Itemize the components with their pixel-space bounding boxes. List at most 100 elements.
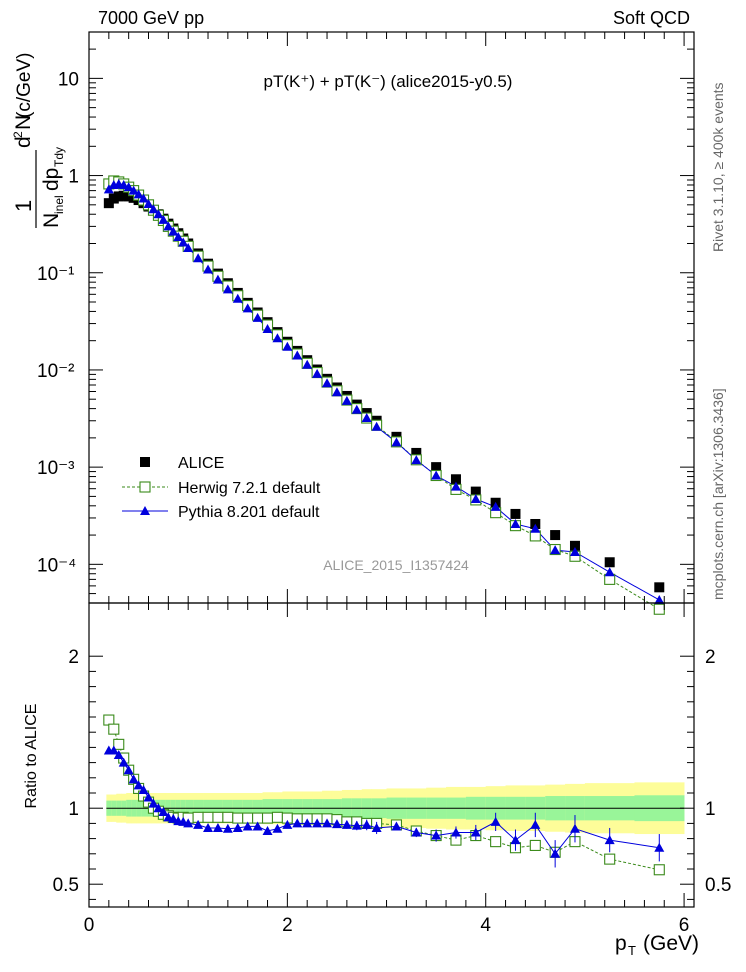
point-alice xyxy=(431,462,442,473)
x-tick-label: 6 xyxy=(679,915,690,936)
ratio-point-pythia xyxy=(431,830,442,840)
ratio-point-pythia xyxy=(108,745,119,755)
legend-label: Herwig 7.2.1 default xyxy=(178,480,321,497)
ratio-point-pythia xyxy=(391,821,402,831)
point-pythia xyxy=(193,253,204,263)
ratio-y-tick-label-right: 1 xyxy=(705,799,716,820)
point-pythia xyxy=(292,350,303,360)
ratio-point-pythia xyxy=(282,819,293,829)
point-pythia xyxy=(168,226,179,236)
svg-text:d: d xyxy=(12,136,35,148)
point-pythia xyxy=(654,594,665,604)
ratio-point-pythia xyxy=(118,757,129,767)
rivet-side-label: Rivet 3.1.10, ≥ 400k events xyxy=(710,82,726,252)
ratio-point-pythia xyxy=(203,822,214,832)
point-pythia xyxy=(431,470,442,480)
point-pythia xyxy=(163,221,174,231)
point-pythia xyxy=(450,481,461,491)
chart-title: pT(K⁺) + pT(K⁻) (alice2015-y0.5) xyxy=(264,72,513,91)
legend-marker-alice xyxy=(140,457,150,467)
ratio-point-pythia xyxy=(113,750,124,759)
point-pythia xyxy=(178,237,189,247)
point-pythia xyxy=(128,185,139,195)
point-pythia xyxy=(331,387,342,397)
svg-text:N: N xyxy=(40,213,63,228)
ratio-point-pythia xyxy=(322,818,333,828)
point-alice xyxy=(411,447,422,458)
y-tick-label: 10⁻¹ xyxy=(37,264,75,285)
y-tick-label: 10⁻² xyxy=(37,361,75,382)
legend: ALICE Herwig 7.2.1 default Pythia 8.201 de… xyxy=(122,455,321,521)
point-alice xyxy=(450,474,461,485)
point-alice xyxy=(510,508,521,519)
ratio-y-axis: 0.5 0.5 1 1 2 2 xyxy=(53,647,731,900)
ratio-point-pythia xyxy=(361,819,372,829)
legend-marker-pythia xyxy=(140,506,150,515)
ratio-point-pythia xyxy=(470,827,481,837)
svg-text:inel: inel xyxy=(52,195,66,214)
svg-text:(c/GeV): (c/GeV) xyxy=(14,53,35,118)
ratio-point-pythia xyxy=(262,826,273,835)
ratio-point-herwig xyxy=(222,811,234,823)
ratio-point-pythia xyxy=(292,818,303,828)
ratio-y-tick-label-right: 2 xyxy=(705,647,716,668)
chart-title-text: pT(K⁺) + pT(K⁻) (alice2015-y0.5) xyxy=(264,72,513,91)
x-tick-label: 2 xyxy=(282,915,293,936)
ratio-y-tick-label: 0.5 xyxy=(53,875,79,896)
svg-text:(GeV): (GeV) xyxy=(643,932,699,955)
point-pythia xyxy=(138,193,149,203)
point-pythia xyxy=(371,421,382,431)
ratio-point-pythia xyxy=(550,848,561,858)
y-tick-label: 1 xyxy=(68,167,79,188)
point-pythia xyxy=(143,198,154,208)
ratio-point-herwig xyxy=(271,811,283,823)
ratio-point-pythia xyxy=(569,823,580,833)
point-pythia xyxy=(550,545,561,555)
x-tick-label: 4 xyxy=(480,915,491,936)
ratio-point-pythia xyxy=(411,827,422,837)
svg-text:2: 2 xyxy=(11,131,25,138)
point-pythia xyxy=(312,368,323,378)
point-alice xyxy=(550,530,561,541)
x-axis-label: p T (GeV) xyxy=(615,932,699,958)
point-pythia xyxy=(212,274,223,284)
ratio-point-herwig xyxy=(108,723,120,735)
point-pythia xyxy=(153,209,164,219)
point-pythia xyxy=(203,264,214,274)
svg-text:N: N xyxy=(12,115,35,130)
legend-marker-herwig xyxy=(139,481,151,493)
x-tick-label: 0 xyxy=(84,915,95,936)
ratio-point-pythia xyxy=(183,818,194,828)
point-pythia xyxy=(569,546,580,556)
point-pythia xyxy=(183,242,194,252)
ratio-point-pythia xyxy=(148,798,159,808)
point-pythia xyxy=(232,293,243,303)
ratio-point-pythia xyxy=(222,823,233,833)
ratio-point-pythia xyxy=(510,835,521,845)
ratio-point-pythia xyxy=(138,784,149,794)
point-alice xyxy=(654,582,665,593)
ratio-panel-frame xyxy=(88,602,695,908)
ratio-point-herwig xyxy=(113,738,125,750)
x-axis: 0 2 4 6 xyxy=(84,32,690,936)
svg-text:T: T xyxy=(628,943,636,958)
ratio-point-pythia xyxy=(302,818,313,828)
analysis-id-label: ALICE_2015_I1357424 xyxy=(323,557,469,573)
ratio-y-tick-label-right: 0.5 xyxy=(705,875,731,896)
point-pythia xyxy=(242,303,253,313)
point-pythia xyxy=(272,333,283,343)
point-pythia xyxy=(282,341,293,351)
ratio-point-pythia xyxy=(123,765,134,775)
ratio-point-pythia xyxy=(272,823,283,833)
ratio-point-pythia xyxy=(371,822,382,832)
point-pythia xyxy=(411,455,422,465)
mcplots-side-label: mcplots.cern.ch [arXiv:1306.3436] xyxy=(710,388,726,600)
point-pythia xyxy=(391,437,402,447)
main-y-axis: 10⁻⁴ 10⁻³ 10⁻² 10⁻¹ 1 10 xyxy=(37,31,694,604)
ratio-point-herwig xyxy=(212,811,224,823)
ratio-point-pythia xyxy=(530,819,541,829)
svg-text:1: 1 xyxy=(11,200,36,212)
point-pythia xyxy=(510,518,521,528)
point-pythia xyxy=(341,395,352,405)
